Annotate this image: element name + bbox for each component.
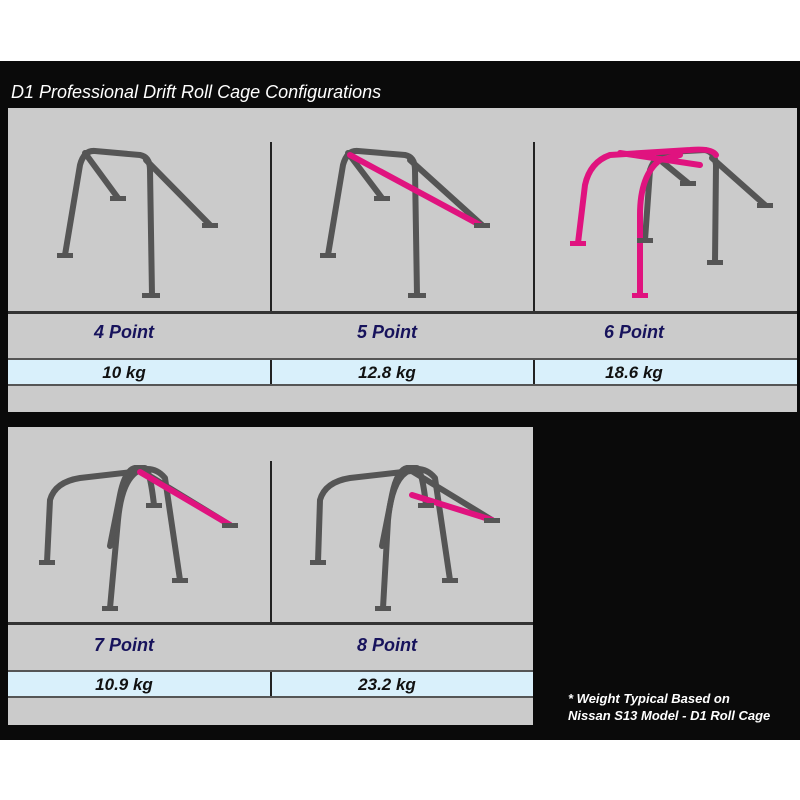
config-label-8-point: 8 Point [356,635,417,655]
config-label-6-point: 6 Point [603,322,664,342]
config-label-5-point: 5 Point [356,322,417,342]
top-panel: 4 Point 5 Point 6 Point 10 kg 12.8 kg 18… [8,108,797,412]
divider [270,461,272,622]
divider [270,142,272,311]
bottom-panel: 7 Point 8 Point 10.9 kg 23.2 kg [8,427,533,725]
weight-row: 10 kg 12.8 kg 18.6 kg [8,358,797,386]
footnote-line-2: Nissan S13 Model - D1 Roll Cage [568,708,771,723]
config-label-7-point: 7 Point [93,635,154,655]
divider [8,311,797,314]
footnote-line-1: * Weight Typical Based on [568,691,730,706]
weight-row: 10.9 kg 23.2 kg [8,670,533,698]
page-title: D1 Professional Drift Roll Cage Configur… [11,82,382,102]
config-label-4-point: 4 Point [93,322,154,342]
config-weight-5-point: 12.8 kg [358,363,416,382]
config-weight-7-point: 10.9 kg [95,675,153,694]
config-weight-6-point: 18.6 kg [605,363,663,382]
config-weight-4-point: 10 kg [102,363,146,382]
config-weight-8-point: 23.2 kg [358,675,416,694]
divider [533,142,535,311]
divider [8,622,533,625]
footnote: * Weight Typical Based on Nissan S13 Mod… [568,690,770,724]
